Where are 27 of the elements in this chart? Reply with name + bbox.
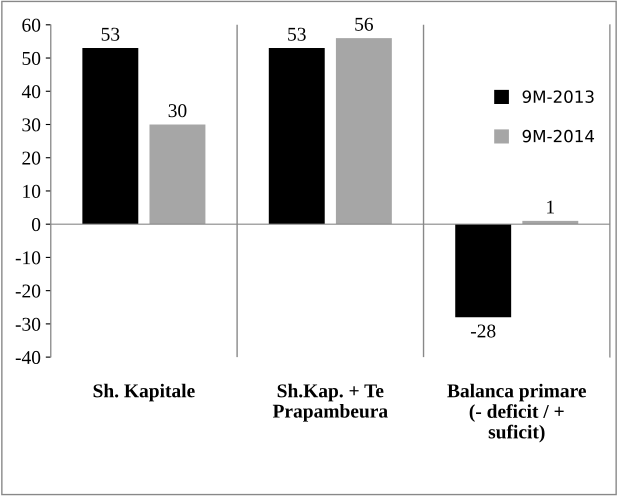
legend-label: 9M-2014 (522, 130, 594, 142)
data-label: 56 (355, 18, 374, 31)
y-tick-label: 50 (22, 52, 40, 65)
y-tick-label: -40 (16, 350, 40, 364)
y-tick-label: 60 (22, 18, 40, 32)
legend-label: 9M-2013 (522, 90, 594, 103)
x-tick-label: Sh.Kap. + Te Prapambeura (272, 384, 388, 422)
y-tick-label: -20 (16, 284, 40, 298)
x-tick-label: Balanca primare (- deficit / + suficit) (447, 384, 586, 442)
y-tick-label: 30 (22, 118, 40, 132)
y-tick-label: -30 (16, 318, 40, 331)
x-tick-label: Sh. Kapitale (94, 384, 195, 402)
bar (336, 38, 392, 224)
data-label: 53 (102, 28, 120, 41)
data-label: -28 (470, 324, 496, 338)
y-tick-label: 40 (22, 85, 40, 98)
bar (82, 48, 138, 224)
bar (149, 124, 206, 224)
y-tick-label: 0 (32, 218, 40, 232)
data-label: 53 (288, 28, 306, 41)
y-tick-label: 10 (23, 184, 40, 198)
data-label: 30 (168, 104, 186, 118)
y-tick-label: 20 (22, 152, 40, 165)
data-label: 1 (547, 200, 554, 214)
bar (268, 48, 325, 224)
bar (455, 224, 512, 318)
y-tick-label: -10 (16, 251, 40, 264)
